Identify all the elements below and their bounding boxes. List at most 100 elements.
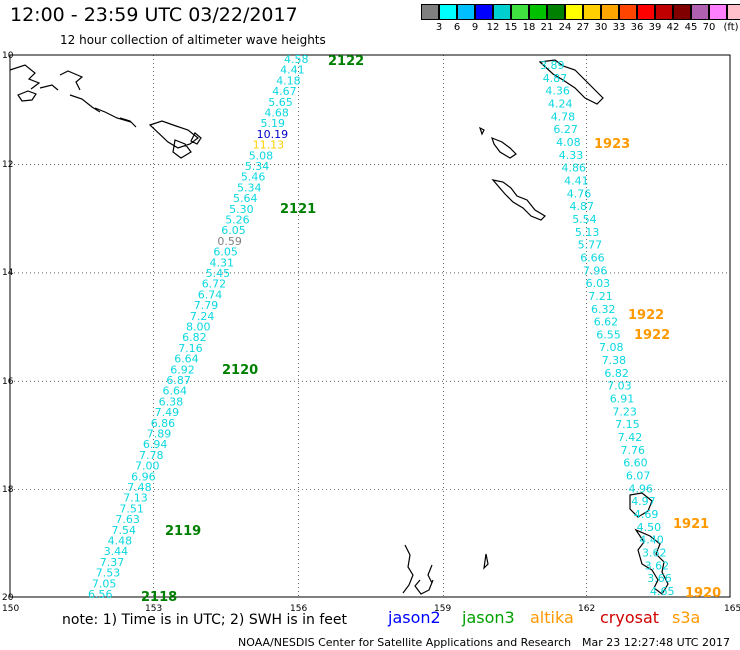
legend-label: 39	[648, 22, 662, 33]
swh-value: 5.65	[268, 96, 293, 109]
legend-swatch	[457, 4, 475, 20]
legend-swatch	[655, 4, 673, 20]
swh-value: 6.66	[580, 251, 605, 264]
swh-value: 7.08	[599, 341, 624, 354]
swh-value: 3.66	[647, 572, 672, 585]
legend-label: 27	[576, 22, 590, 33]
legend-swatch	[583, 4, 601, 20]
legend-label: 18	[522, 22, 536, 33]
pass-number: 2121	[280, 202, 316, 217]
swh-value: 4.41	[564, 175, 589, 188]
satellite-name: s3a	[672, 608, 701, 627]
lon-label: 153	[145, 604, 162, 614]
timestamp: Mar 23 12:27:48 UTC 2017	[582, 636, 730, 649]
swh-value: 4.31	[210, 256, 235, 269]
satellite-name: jason2	[388, 608, 441, 627]
legend-label: 3	[435, 22, 443, 33]
swh-value: 7.21	[588, 290, 613, 303]
legend-swatch	[493, 4, 511, 20]
swh-value: 6.32	[591, 303, 616, 316]
swh-value: 6.82	[182, 331, 207, 344]
legend-label: 45	[684, 22, 698, 33]
coastline-north-islands	[478, 59, 604, 221]
swh-value: 7.54	[112, 524, 137, 537]
swh-value: 4.58	[284, 53, 309, 66]
swh-value: 4.96	[629, 482, 654, 495]
legend-label: (ft)	[723, 22, 739, 33]
legend-label: 70	[702, 22, 716, 33]
swh-value: 6.64	[163, 385, 188, 398]
swh-value: 5.54	[572, 213, 597, 226]
swh-value: 7.16	[178, 342, 203, 355]
pass-number: 1921	[673, 517, 709, 532]
lat-label: 16	[2, 377, 14, 387]
lat-label: 20	[2, 593, 14, 603]
swh-value: 4.97	[631, 495, 656, 508]
swh-value: 4.68	[264, 107, 289, 120]
swh-value: 4.69	[634, 508, 659, 521]
footer-note: note: 1) Time is in UTC; 2) SWH is in fe…	[62, 612, 348, 628]
pass-number: 2119	[165, 524, 201, 539]
lon-label: 165	[724, 604, 740, 614]
pass-number: 1923	[594, 137, 630, 152]
legend-swatch	[673, 4, 691, 20]
swh-value: 4.41	[280, 64, 305, 77]
swh-value: 7.05	[92, 577, 117, 590]
legend-label: 36	[630, 22, 644, 33]
swh-value: 6.86	[151, 417, 176, 430]
legend-label: 6	[453, 22, 461, 33]
legend-swatch	[619, 4, 637, 20]
swh-value: 3.62	[645, 559, 670, 572]
swh-value: 7.38	[602, 354, 627, 367]
legend-swatch	[565, 4, 583, 20]
swh-value: 7.03	[607, 380, 632, 393]
swh-value: 7.96	[583, 264, 608, 277]
swh-value: 6.72	[202, 278, 227, 291]
swh-value: 6.87	[166, 374, 191, 387]
legend-swatch	[421, 4, 439, 20]
lat-label: 14	[2, 268, 14, 278]
swh-value: 5.13	[575, 226, 600, 239]
swh-value: 4.87	[570, 200, 595, 213]
legend-swatch	[529, 4, 547, 20]
legend-label: 9	[471, 22, 479, 33]
legend-label: 33	[612, 22, 626, 33]
coastlines	[9, 59, 669, 595]
swh-value: 4.18	[276, 74, 301, 87]
lon-label: 150	[2, 604, 19, 614]
pass-number: 1922	[628, 308, 664, 323]
legend-swatch	[439, 4, 457, 20]
swh-value: 6.03	[586, 277, 611, 290]
legend-labels: 3 6 9 12 15 18 21 24 27 30 33 36 39 42 45 70 (ft)	[421, 22, 739, 34]
swh-value: 5.34	[245, 160, 269, 173]
legend-swatch	[547, 4, 565, 20]
coastline-northwest	[9, 64, 202, 159]
swh-value: 7.51	[119, 502, 143, 515]
lat-label: 18	[2, 485, 14, 495]
swh-value: 4.48	[108, 535, 133, 548]
swh-value: 3.44	[104, 545, 129, 558]
swh-value: 6.92	[170, 363, 195, 376]
swh-value: 5.19	[261, 117, 286, 130]
map-subtitle: 12 hour collection of altimeter wave hei…	[60, 33, 326, 47]
swh-value: 7.15	[615, 418, 640, 431]
coastline-southwest	[402, 544, 434, 595]
coastline-southeast	[483, 492, 669, 595]
swh-value: 4.24	[548, 98, 573, 111]
swh-value: 0.59	[217, 235, 242, 248]
swh-value: 5.46	[241, 171, 266, 184]
satellite-name: cryosat	[600, 608, 660, 627]
legend-label: 42	[666, 22, 680, 33]
legend-swatch	[691, 4, 709, 20]
pass-number: 2118	[141, 590, 177, 605]
swh-value: 4.86	[562, 162, 587, 175]
swh-value: 3.89	[540, 59, 565, 72]
swh-value: 4.87	[543, 72, 568, 85]
grid-lines	[9, 54, 731, 598]
swh-value: 5.77	[578, 239, 603, 252]
swh-value: 6.27	[553, 123, 578, 136]
map-title: 12:00 - 23:59 UTC 03/22/2017	[10, 4, 298, 26]
swh-value: 5.08	[249, 149, 274, 162]
swh-value: 7.76	[621, 444, 646, 457]
